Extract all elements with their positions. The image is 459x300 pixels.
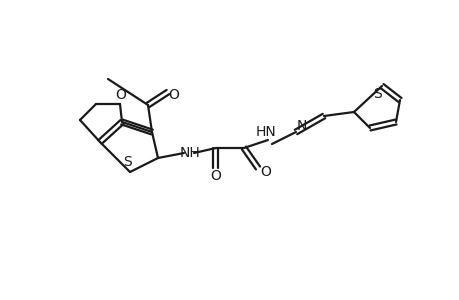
Text: HN: HN	[255, 125, 276, 139]
Text: S: S	[373, 87, 381, 101]
Text: O: O	[168, 88, 179, 102]
Text: O: O	[115, 88, 126, 102]
Text: O: O	[210, 169, 221, 183]
Text: O: O	[260, 165, 271, 179]
Text: N: N	[296, 119, 307, 133]
Text: S: S	[123, 155, 132, 169]
Text: NH: NH	[179, 146, 200, 160]
